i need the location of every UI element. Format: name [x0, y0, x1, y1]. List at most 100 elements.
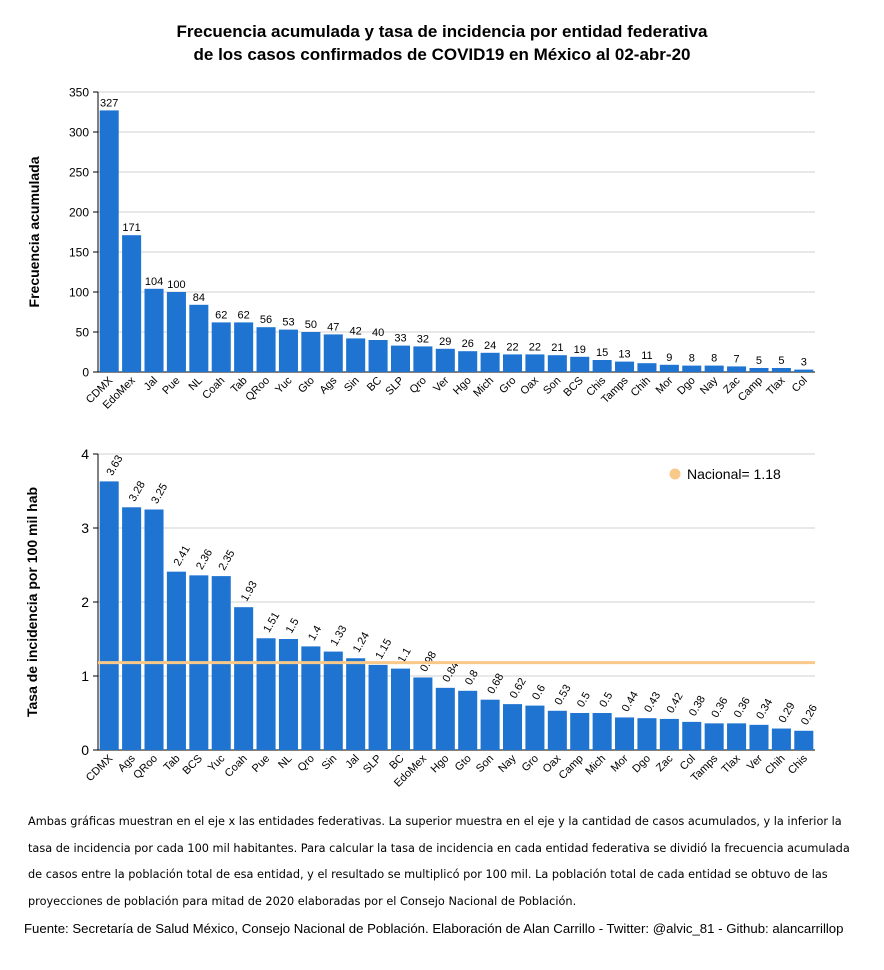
data-label: 3.25	[149, 481, 170, 506]
data-label: 26	[462, 338, 474, 350]
x-tick-label: Col	[790, 375, 810, 395]
bar-NL	[189, 304, 209, 372]
data-label: 84	[193, 292, 205, 304]
x-tick-label: Qro	[296, 753, 317, 774]
x-tick-label: Gto	[453, 753, 474, 774]
bar-Ver	[435, 348, 455, 372]
x-tick-label: Sin	[320, 753, 340, 773]
bar-Col	[794, 369, 814, 372]
x-tick-label: Dgo	[675, 375, 698, 398]
legend-label: Nacional= 1.18	[687, 466, 781, 482]
bar-Oax	[547, 710, 567, 750]
y-axis-label: Tasa de incidencia por 100 mil hab	[24, 487, 40, 717]
bar-BC	[390, 668, 411, 750]
bar-Coah	[234, 607, 254, 750]
data-label: 7	[734, 353, 740, 365]
y-tick-label: 2	[81, 594, 89, 610]
bar-Oax	[525, 354, 545, 372]
data-label: 15	[596, 347, 608, 359]
data-label: 0.5	[575, 690, 593, 709]
source-credit: Fuente: Secretaría de Salud México, Cons…	[24, 921, 844, 936]
data-label: 8	[711, 353, 717, 365]
data-label: 5	[756, 355, 762, 367]
chart-title-line-1: Frecuencia acumulada y tasa de incidenci…	[176, 22, 708, 41]
bar-Mor	[615, 717, 635, 750]
bar-Tamps	[615, 361, 635, 372]
x-tick-label: Coah	[200, 375, 227, 402]
data-label: 22	[506, 341, 518, 353]
data-label: 32	[417, 333, 429, 345]
data-label: 1.24	[351, 630, 372, 655]
x-tick-label: Oax	[518, 374, 541, 397]
bar-Zac	[659, 718, 679, 750]
y-tick-label: 150	[69, 245, 89, 259]
data-label: 3	[801, 357, 807, 369]
x-tick-label: Yuc	[273, 374, 295, 396]
bar-SLP	[368, 664, 388, 750]
data-label: 8	[689, 353, 695, 365]
bar-Mor	[659, 364, 679, 372]
data-label: 24	[484, 340, 496, 352]
x-tick-label: NL	[276, 753, 294, 771]
data-label: 22	[529, 341, 541, 353]
y-tick-label: 50	[76, 325, 90, 339]
data-label: 100	[167, 279, 185, 291]
bar-Mich	[480, 352, 500, 372]
data-label: 104	[145, 276, 163, 288]
bar-QRoo	[256, 327, 276, 372]
x-tick-label: Gto	[296, 375, 317, 396]
bar-Tlax	[771, 368, 791, 372]
data-label: 2.36	[194, 547, 215, 572]
bar-Dgo	[682, 365, 702, 372]
incidence-rate-chart: 0 1 2 3 4 Tasa de incidencia por 100 mil hab 3…	[24, 446, 820, 790]
data-label: 0.36	[709, 695, 730, 720]
bar-Pue	[166, 292, 186, 372]
x-tick-label: Zac	[654, 752, 676, 774]
x-tick-label: Chih	[763, 753, 787, 777]
x-tick-label: Jal	[142, 375, 160, 393]
data-label: 0.6	[530, 683, 548, 702]
data-label: 13	[618, 349, 630, 361]
bar-Jal	[144, 288, 164, 372]
bar-BC	[368, 340, 388, 372]
data-label: 33	[394, 333, 406, 345]
bar-Col	[682, 721, 702, 750]
bar-Yuc	[278, 329, 298, 372]
data-label: 0.8	[463, 668, 481, 687]
y-tick-label: 250	[69, 165, 89, 179]
data-label: 1.4	[306, 624, 324, 643]
bar-Pue	[256, 638, 276, 750]
bar-Gto	[458, 690, 478, 750]
y-tick-label: 4	[81, 446, 89, 462]
x-tick-label: Nay	[496, 752, 519, 775]
bar-Tamps	[704, 723, 724, 750]
bar-Son	[547, 355, 567, 372]
bar-Gro	[502, 354, 523, 372]
bar-Coah	[211, 322, 231, 372]
data-label: 0.5	[597, 690, 615, 709]
bar-Camp	[749, 368, 769, 372]
x-tick-label: BC	[365, 375, 384, 394]
x-tick-label: QRoo	[131, 753, 160, 782]
bar-Sin	[346, 338, 366, 372]
data-label: 47	[327, 321, 339, 333]
data-label: 1.33	[328, 624, 349, 649]
y-tick-label: 3	[81, 520, 89, 536]
x-tick-label: BCS	[180, 753, 204, 777]
legend-marker	[669, 468, 681, 480]
data-label: 0.53	[553, 683, 574, 708]
x-tick-label: Son	[474, 753, 496, 775]
x-tick-label: Camp	[557, 753, 586, 782]
bar-Camp	[570, 713, 590, 750]
data-label: 62	[215, 309, 227, 321]
bar-Nay	[704, 365, 724, 372]
data-label: 1.5	[284, 616, 302, 635]
data-label: 327	[100, 97, 118, 109]
bar-CDMX	[99, 110, 119, 373]
data-label: 0.62	[508, 676, 529, 701]
x-tick-label: SLP	[361, 753, 384, 776]
bar-Chih	[637, 363, 657, 372]
data-label: 62	[238, 309, 250, 321]
data-label: 19	[574, 344, 586, 356]
x-tick-label: Gro	[497, 375, 518, 396]
